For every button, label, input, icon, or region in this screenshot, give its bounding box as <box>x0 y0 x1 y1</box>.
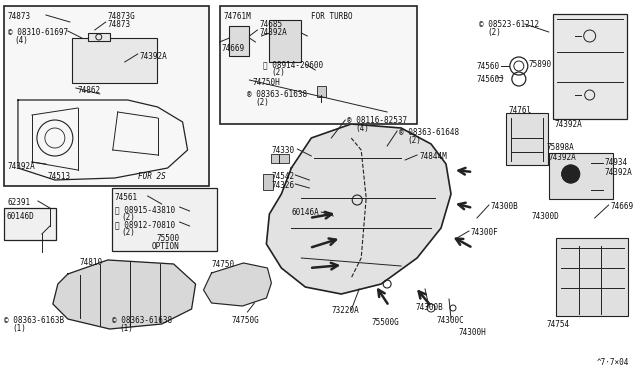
Text: 74392A: 74392A <box>8 162 36 171</box>
Text: 74873: 74873 <box>8 12 31 21</box>
Bar <box>88 33 109 41</box>
Text: 74934: 74934 <box>605 158 628 167</box>
Text: (2): (2) <box>255 98 269 107</box>
Text: 60146D: 60146D <box>7 212 35 221</box>
Text: 75898A: 75898A <box>547 143 575 152</box>
Text: Ⓝ 08912-70810: Ⓝ 08912-70810 <box>115 220 175 229</box>
Bar <box>269 20 301 62</box>
Text: 74300H: 74300H <box>459 328 487 337</box>
Bar <box>264 174 273 190</box>
Text: FOR 2S: FOR 2S <box>138 172 166 181</box>
Text: 74561: 74561 <box>115 193 138 202</box>
Text: 74300D: 74300D <box>532 212 559 221</box>
Polygon shape <box>266 124 451 294</box>
Text: 74300F: 74300F <box>471 228 499 237</box>
Text: 74392A: 74392A <box>605 168 632 177</box>
Text: 74750G: 74750G <box>232 316 259 325</box>
Text: 74300B: 74300B <box>491 202 518 211</box>
Bar <box>220 6 417 124</box>
Bar <box>556 238 628 316</box>
Text: 7476l: 7476l <box>509 106 532 115</box>
Text: ^7·7×04: ^7·7×04 <box>596 358 629 367</box>
Text: ® 08363-61638: ® 08363-61638 <box>248 90 308 99</box>
Bar <box>317 86 326 97</box>
Bar <box>230 26 250 56</box>
Text: ® 08363-61648: ® 08363-61648 <box>399 128 460 137</box>
Text: 74560: 74560 <box>477 62 500 71</box>
Text: 74844M: 74844M <box>419 152 447 161</box>
Text: (2): (2) <box>271 68 285 77</box>
Text: 74754: 74754 <box>547 320 570 329</box>
Text: ® 08116-82537: ® 08116-82537 <box>348 116 407 125</box>
Bar <box>548 153 612 199</box>
Text: 62391: 62391 <box>8 198 31 207</box>
Polygon shape <box>53 260 196 329</box>
Text: 74873: 74873 <box>108 20 131 29</box>
Text: 73220A: 73220A <box>332 306 359 315</box>
Text: OPTION: OPTION <box>152 242 179 251</box>
Text: 74669: 74669 <box>611 202 634 211</box>
Text: 74685: 74685 <box>259 20 282 29</box>
Text: 74750: 74750 <box>212 260 235 269</box>
Text: © 08523-61212: © 08523-61212 <box>479 20 539 29</box>
Text: 74300C: 74300C <box>436 316 464 325</box>
Text: 74330: 74330 <box>271 146 294 155</box>
Text: 74392A: 74392A <box>555 120 582 129</box>
Text: (2): (2) <box>487 28 500 37</box>
Text: Ⓝ 08914-20600: Ⓝ 08914-20600 <box>264 60 324 69</box>
Text: 74300B: 74300B <box>415 303 443 312</box>
Text: 74810: 74810 <box>80 258 103 267</box>
Text: 74560J: 74560J <box>477 75 505 84</box>
Text: © 08363-61638: © 08363-61638 <box>112 316 172 325</box>
Text: 74761M: 74761M <box>223 12 252 21</box>
Text: (1): (1) <box>12 324 26 333</box>
Text: 74542: 74542 <box>271 172 294 181</box>
Text: FOR TURBO: FOR TURBO <box>311 12 353 21</box>
Text: 74392A: 74392A <box>548 153 577 162</box>
Text: 75500: 75500 <box>157 234 180 243</box>
Text: © 08310-61697: © 08310-61697 <box>8 28 68 37</box>
Circle shape <box>562 165 580 183</box>
Text: 74326: 74326 <box>271 181 294 190</box>
Text: Ⓦ 08915-43810: Ⓦ 08915-43810 <box>115 205 175 214</box>
Bar <box>553 14 627 119</box>
Text: 74392A: 74392A <box>140 52 168 61</box>
Bar <box>506 113 548 165</box>
Text: 74873G: 74873G <box>108 12 136 21</box>
Text: 74669: 74669 <box>221 44 244 53</box>
Text: 75500G: 75500G <box>371 318 399 327</box>
Text: (4): (4) <box>14 36 28 45</box>
Text: 74513: 74513 <box>48 172 71 181</box>
Text: © 08363-6163B: © 08363-6163B <box>4 316 64 325</box>
Text: 75890: 75890 <box>529 60 552 69</box>
Text: (1): (1) <box>120 324 134 333</box>
Text: (2): (2) <box>122 213 136 222</box>
Text: (4): (4) <box>355 124 369 133</box>
Bar <box>4 6 209 186</box>
Text: 74750H: 74750H <box>252 78 280 87</box>
Polygon shape <box>204 263 271 306</box>
Text: 74862: 74862 <box>78 86 101 95</box>
Bar <box>112 188 216 251</box>
Bar <box>72 38 157 83</box>
Text: (2): (2) <box>407 136 421 145</box>
Text: (2): (2) <box>122 228 136 237</box>
Bar <box>4 208 56 240</box>
Bar <box>271 154 289 163</box>
Text: 74392A: 74392A <box>259 28 287 37</box>
Text: 60146A: 60146A <box>291 208 319 217</box>
